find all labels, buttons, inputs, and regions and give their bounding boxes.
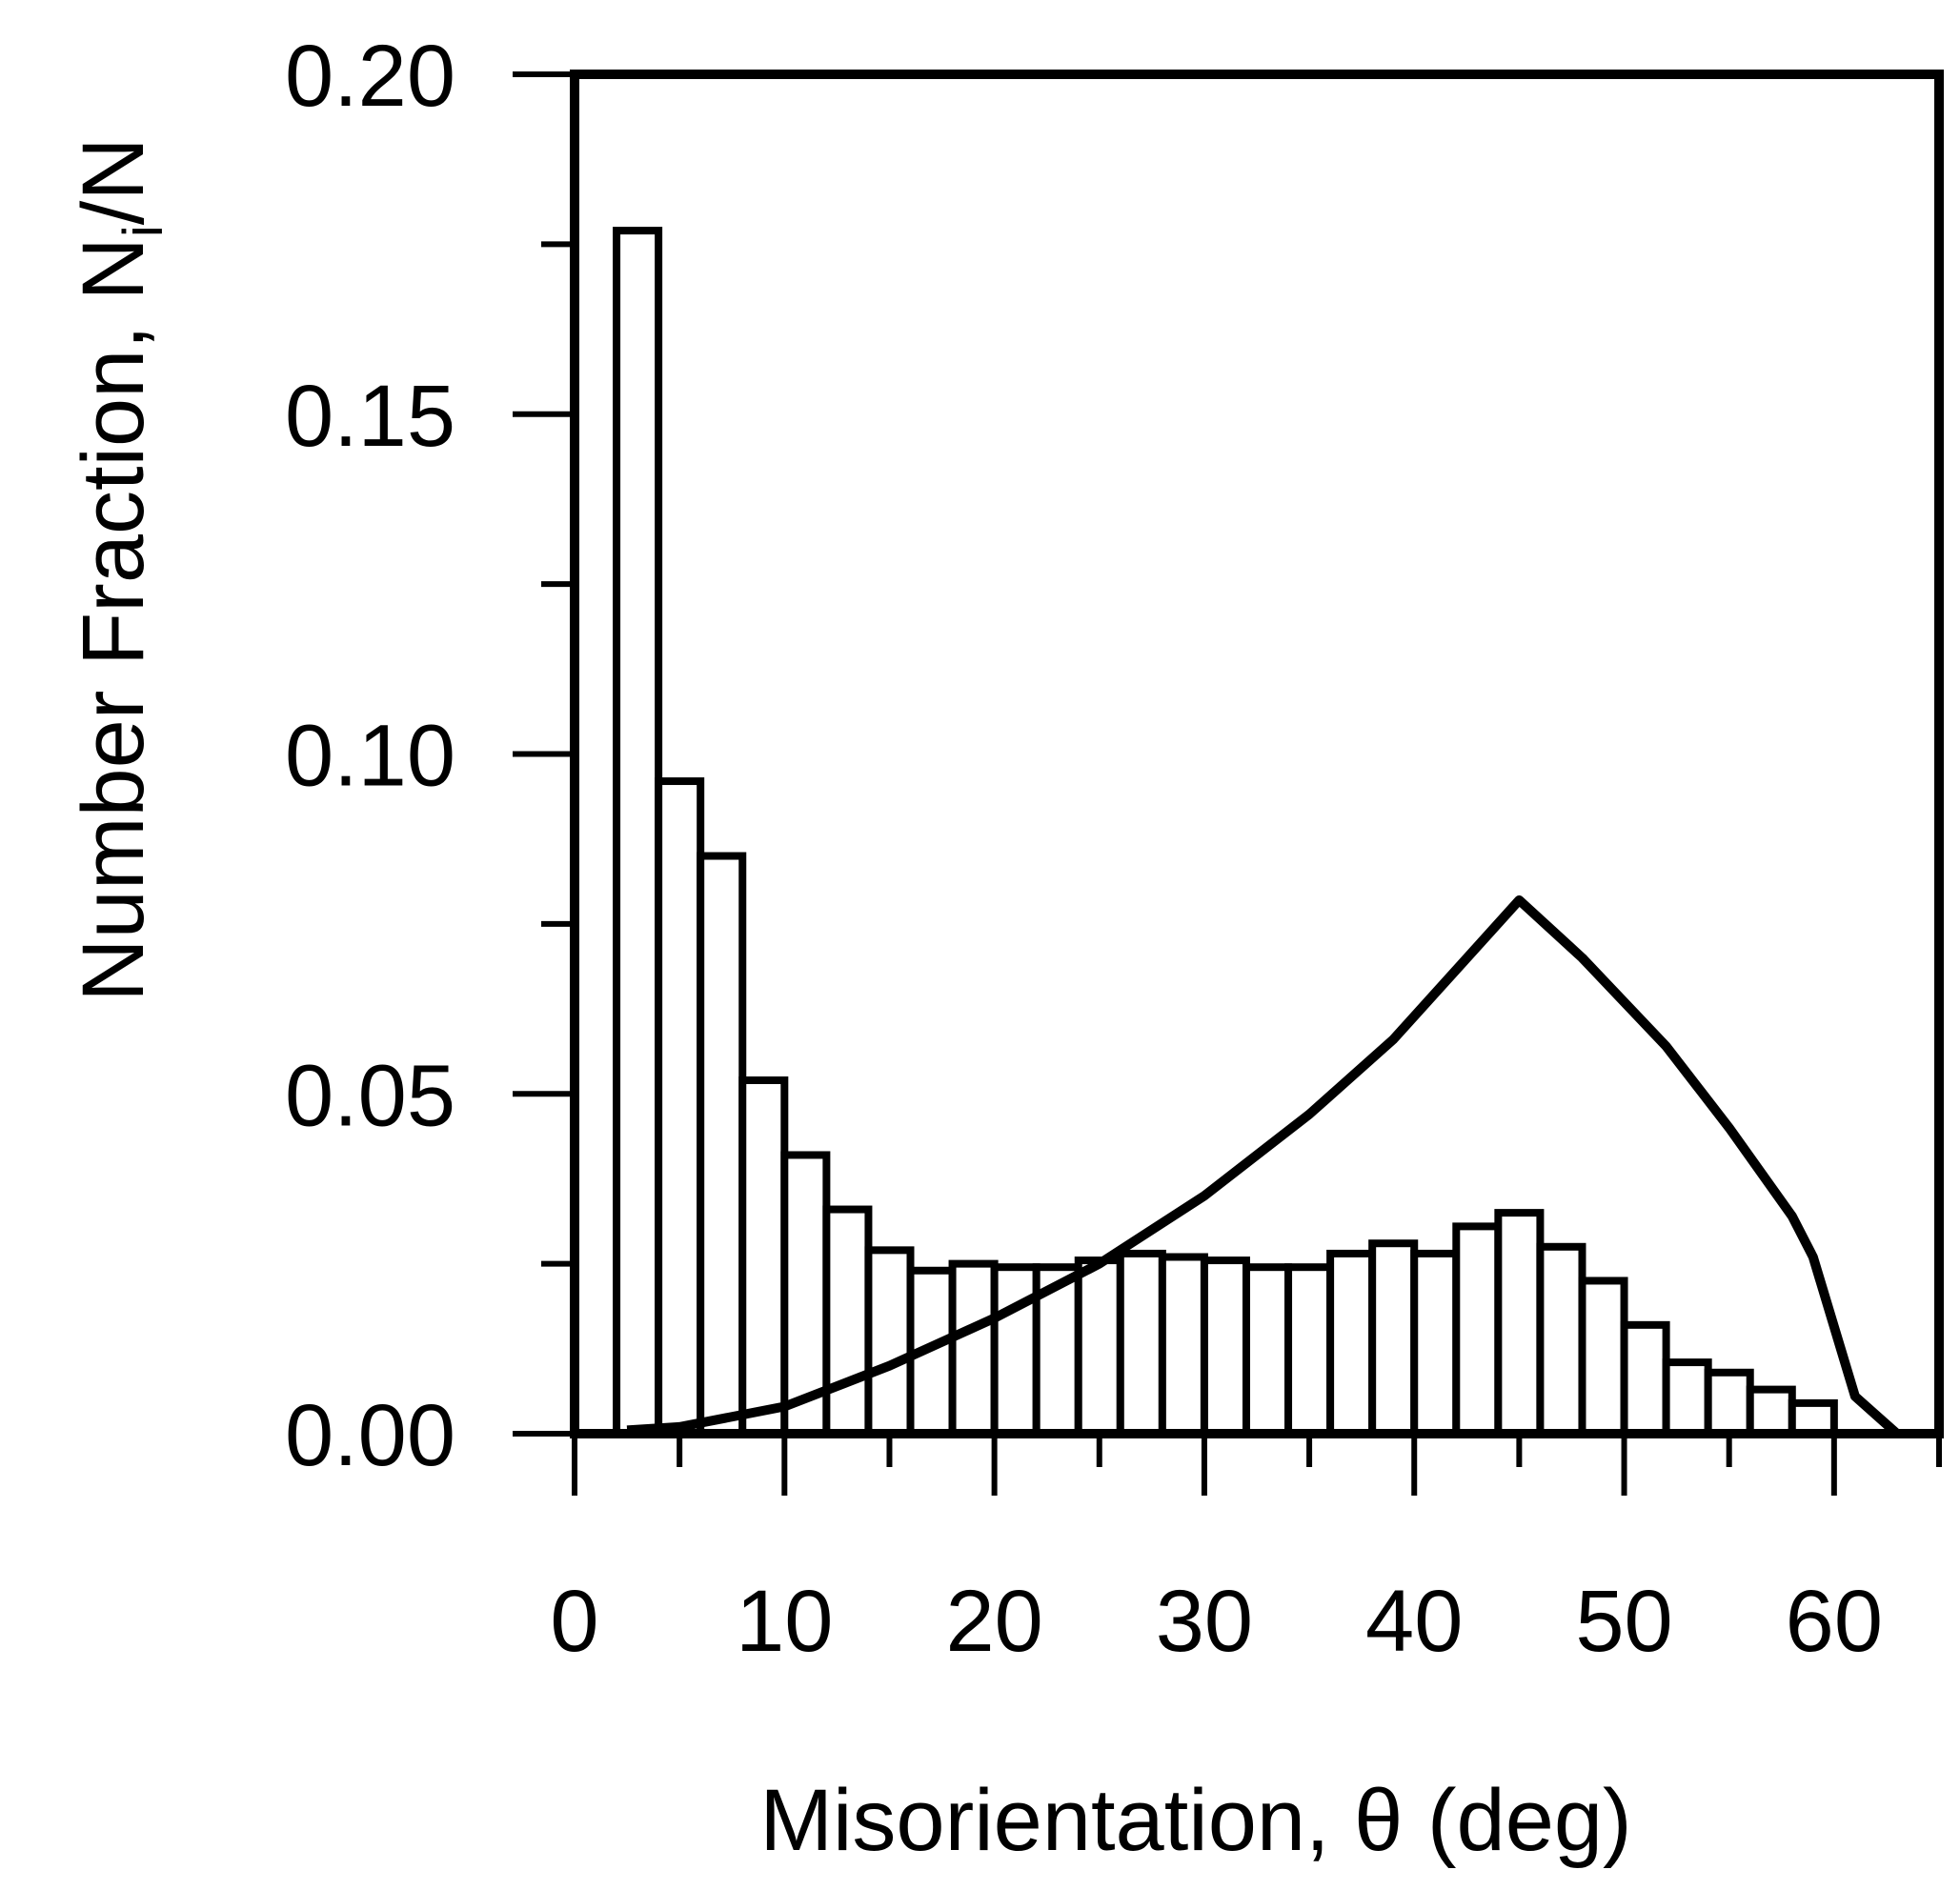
histogram-bars bbox=[613, 227, 1838, 1438]
bar-23 bbox=[1578, 1277, 1628, 1438]
bar-28 bbox=[1788, 1398, 1838, 1438]
x-tick-label-3: 30 bbox=[1156, 1573, 1253, 1670]
x-tick-label-1: 10 bbox=[736, 1573, 833, 1670]
bar-3 bbox=[738, 1076, 789, 1438]
bar-21 bbox=[1494, 1209, 1545, 1438]
x-axis-title: Misorientation, θ (deg) bbox=[759, 1772, 1631, 1869]
y-axis-title-subscript: i bbox=[112, 225, 174, 237]
bar-19 bbox=[1410, 1249, 1461, 1438]
bar-24 bbox=[1620, 1320, 1670, 1438]
y-tick-label-4: 0.20 bbox=[285, 28, 455, 125]
bar-22 bbox=[1536, 1242, 1586, 1438]
y-tick-label-0: 0.00 bbox=[285, 1387, 455, 1484]
bar-17 bbox=[1326, 1249, 1377, 1438]
y-tick-label-1: 0.05 bbox=[285, 1047, 455, 1144]
x-tick-label-0: 0 bbox=[550, 1573, 598, 1670]
random-distribution-curve bbox=[626, 895, 1901, 1438]
bar-9 bbox=[990, 1263, 1041, 1438]
x-tick-label-5: 50 bbox=[1575, 1573, 1672, 1670]
bar-11 bbox=[1074, 1257, 1124, 1438]
bar-14 bbox=[1200, 1257, 1250, 1438]
bar-1 bbox=[655, 777, 705, 1438]
bar-16 bbox=[1284, 1263, 1335, 1438]
y-axis-title-tail: /N bbox=[65, 137, 162, 225]
y-tick-label-2: 0.10 bbox=[285, 708, 455, 805]
y-axis: 0.00 0.05 0.10 0.15 0.20 bbox=[285, 28, 575, 1484]
bar-8 bbox=[948, 1259, 999, 1438]
bar-25 bbox=[1662, 1358, 1712, 1438]
y-axis-title-main: Number Fraction, N bbox=[65, 237, 162, 1002]
x-tick-label-6: 60 bbox=[1786, 1573, 1883, 1670]
y-tick-label-3: 0.15 bbox=[285, 368, 455, 465]
x-axis: 0 10 20 30 40 50 60 bbox=[550, 1434, 1942, 1670]
bar-26 bbox=[1704, 1368, 1754, 1438]
bar-12 bbox=[1116, 1249, 1166, 1438]
bar-27 bbox=[1746, 1385, 1796, 1438]
bar-2 bbox=[697, 852, 747, 1438]
x-tick-label-2: 20 bbox=[945, 1573, 1042, 1670]
bar-5 bbox=[822, 1205, 873, 1438]
bar-6 bbox=[864, 1246, 915, 1438]
y-axis-title: Number Fraction, Ni/N bbox=[65, 137, 174, 1002]
bar-13 bbox=[1158, 1253, 1208, 1438]
bar-18 bbox=[1368, 1239, 1419, 1438]
bar-20 bbox=[1452, 1222, 1503, 1438]
bar-0 bbox=[613, 227, 663, 1438]
x-tick-label-4: 40 bbox=[1365, 1573, 1463, 1670]
bar-15 bbox=[1242, 1263, 1293, 1438]
